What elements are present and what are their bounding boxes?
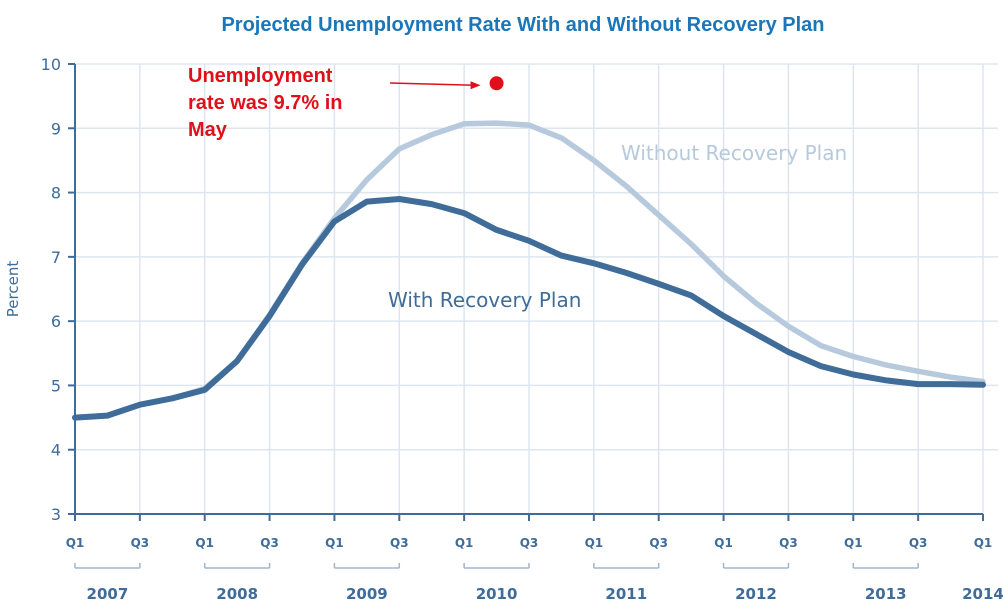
y-tick-label: 7: [51, 248, 61, 267]
x-tick-label: Q3: [131, 536, 150, 550]
annotation-text: Unemployment: [188, 65, 333, 87]
year-label: 2010: [476, 585, 518, 603]
year-label: 2011: [605, 585, 647, 603]
annotation-text: May: [188, 119, 228, 141]
annotation-point: [489, 76, 504, 91]
annotation-arrow-head: [470, 81, 481, 90]
y-tick-label: 6: [51, 312, 61, 331]
series: [72, 120, 986, 421]
y-axis-label: Percent: [4, 261, 22, 318]
year-label: 2012: [735, 585, 777, 603]
x-tick-label: Q3: [779, 536, 798, 550]
x-tick-label: Q3: [390, 536, 409, 550]
x-tick-label: Q1: [585, 536, 604, 550]
x-tick-label: Q3: [649, 536, 668, 550]
x-tick-label: Q1: [974, 536, 993, 550]
series-label-with-recovery-plan: With Recovery Plan: [388, 288, 581, 312]
x-tick-label: Q1: [195, 536, 214, 550]
x-tick-label: Q1: [325, 536, 344, 550]
x-tick-label: Q1: [66, 536, 85, 550]
y-tick-label: 9: [51, 119, 61, 138]
year-label: 2009: [346, 585, 388, 603]
x-tick-label: Q1: [455, 536, 474, 550]
x-tick-label: Q1: [714, 536, 733, 550]
annotation-arrow-shaft: [389, 82, 475, 87]
series-label-without-recovery-plan: Without Recovery Plan: [621, 141, 847, 165]
x-tick-label: Q3: [260, 536, 279, 550]
series-line-with-recovery-plan: [72, 196, 986, 421]
year-label: 2013: [865, 585, 907, 603]
axes: [68, 63, 984, 569]
annotation-text: rate was 9.7% in: [188, 92, 343, 114]
y-tick-label: 3: [51, 505, 61, 524]
year-label: 2014: [962, 585, 1003, 603]
y-tick-label: 8: [51, 184, 61, 203]
x-tick-label: Q3: [520, 536, 539, 550]
y-tick-label: 4: [51, 441, 61, 460]
chart-title: Projected Unemployment Rate With and Wit…: [221, 14, 824, 36]
y-tick-label: 10: [41, 55, 61, 74]
year-label: 2007: [87, 585, 129, 603]
y-tick-label: 5: [51, 376, 61, 395]
labels: 3 4 5 6 7 8 9 10 Q1 Q3 Q1 Q3 Q1 Q3 Q1 Q3 Q1 Q3 Q1 Q3 Q1 Q3 Q1 2…: [4, 55, 1003, 603]
x-tick-label: Q3: [909, 536, 928, 550]
year-label: 2008: [216, 585, 258, 603]
annotation: Unemployment rate was 9.7% in May: [188, 65, 504, 141]
x-tick-label: Q1: [844, 536, 863, 550]
